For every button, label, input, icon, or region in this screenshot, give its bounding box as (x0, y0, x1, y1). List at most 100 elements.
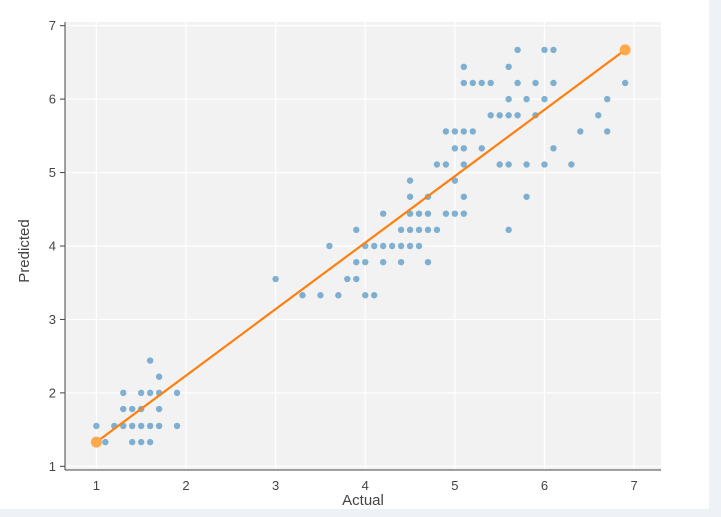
scatter-points (93, 46, 629, 446)
fit-line-endpoint (90, 436, 102, 448)
scatter-point (433, 161, 441, 168)
scatter-point (442, 210, 450, 217)
scatter-point (129, 422, 136, 430)
scatter-point (505, 161, 512, 168)
fit-line-endpoint (619, 44, 631, 56)
bottom-margin-strip (0, 509, 721, 517)
x-tick-label: 3 (272, 478, 279, 493)
scatter-point (487, 112, 494, 119)
scatter-point (362, 292, 369, 299)
scatter-point (415, 242, 423, 250)
x-tick-label: 1 (93, 478, 100, 493)
scatter-point (371, 242, 378, 250)
scatter-point (523, 95, 530, 103)
y-tick-label: 5 (49, 165, 56, 180)
scatter-point (102, 438, 109, 446)
y-axis-title: Predicted (16, 219, 33, 282)
scatter-point (120, 389, 127, 397)
scatter-point (93, 422, 100, 430)
scatter-point (424, 258, 432, 266)
scatter-point (353, 275, 360, 283)
scatter-point (604, 95, 611, 103)
scatter-point (353, 258, 360, 266)
scatter-point (146, 422, 154, 430)
scatter-point (451, 177, 459, 184)
scatter-point (379, 210, 387, 217)
scatter-point (406, 193, 414, 200)
scatter-point (469, 128, 476, 135)
scatter-point (505, 112, 512, 119)
scatter-point (433, 226, 441, 234)
scatter-point (146, 357, 154, 364)
scatter-point (335, 292, 342, 299)
x-axis-title: Actual (342, 492, 384, 509)
scatter-point (406, 226, 414, 234)
scatter-point (460, 193, 468, 200)
scatter-point (568, 161, 575, 168)
scatter-point (478, 79, 485, 87)
scatter-point (146, 438, 154, 446)
scatter-point (460, 145, 468, 152)
scatter-point (442, 128, 450, 135)
right-margin-strip (709, 0, 721, 517)
scatter-point (541, 161, 548, 168)
scatter-point (388, 242, 396, 250)
x-tick-label: 4 (362, 478, 369, 493)
scatter-point (406, 210, 414, 217)
y-tick-labels: 1 2 3 4 5 6 7 (49, 18, 56, 474)
scatter-point (299, 292, 306, 299)
scatter-point (362, 258, 369, 266)
scatter-point (496, 112, 503, 119)
scatter-point (406, 177, 414, 184)
scatter-point (371, 292, 378, 299)
scatter-point (523, 161, 530, 168)
scatter-point (415, 226, 423, 234)
scatter-point (397, 258, 405, 266)
scatter-point (496, 161, 503, 168)
scatter-point (460, 63, 468, 70)
axis-frame (60, 22, 661, 471)
y-tick-label: 6 (49, 92, 56, 107)
scatter-point (272, 275, 279, 283)
fit-line-group (90, 44, 631, 448)
y-tick-label: 4 (49, 239, 56, 254)
scatter-point (595, 112, 602, 119)
x-tick-label: 2 (182, 478, 189, 493)
scatter-point (451, 210, 459, 217)
scatter-point (129, 405, 136, 413)
y-tick-label: 2 (49, 385, 56, 400)
scatter-point (451, 145, 459, 152)
scatter-point (505, 63, 512, 70)
scatter-point (478, 145, 485, 152)
scatter-point (604, 128, 611, 135)
scatter-point (505, 95, 512, 103)
x-tick-label: 6 (541, 478, 548, 493)
scatter-point (460, 128, 468, 135)
scatter-point (397, 242, 405, 250)
scatter-point (550, 145, 557, 152)
scatter-point (577, 128, 584, 135)
x-tick-labels: 1 2 3 4 5 6 7 (93, 478, 638, 493)
scatter-point (173, 422, 181, 430)
scatter-point (344, 275, 351, 283)
scatter-point (451, 128, 459, 135)
scatter-point (129, 438, 136, 446)
scatter-point (155, 422, 163, 430)
scatter-point (137, 438, 145, 446)
fit-line (95, 49, 626, 443)
scatter-point (460, 161, 468, 168)
scatter-point (514, 46, 521, 54)
scatter-point (469, 79, 476, 87)
scatter-point (415, 210, 423, 217)
scatter-point (379, 258, 387, 266)
x-tick-label: 5 (451, 478, 458, 493)
x-tick-label: 7 (630, 478, 637, 493)
scatter-point (424, 226, 432, 234)
scatter-point (155, 373, 163, 380)
scatter-point (155, 405, 163, 413)
y-tick-label: 7 (49, 18, 56, 33)
scatter-point (146, 389, 154, 397)
scatter-point (541, 46, 548, 54)
scatter-point (460, 210, 468, 217)
